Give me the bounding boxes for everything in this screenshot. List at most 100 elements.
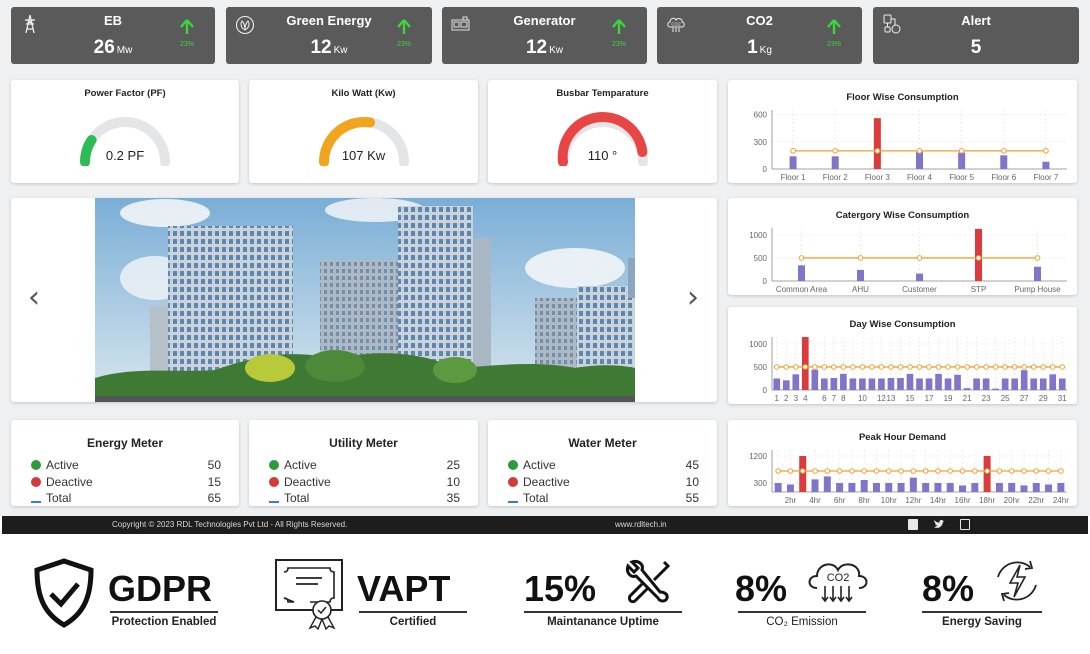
arrow-up-icon [180,19,194,34]
meter-label: Deactive [46,475,93,489]
footer-bar: Copyright © 2023 RDL Technologies Pvt Lt… [2,516,1088,534]
meter-value: 45 [685,458,699,472]
transmission-tower-icon [25,14,35,34]
badge-caption: Energy Saving [942,616,1022,628]
gauge-value: 107 Kw [341,148,386,163]
bar-chart-icon [269,493,279,503]
svg-text:3: 3 [794,394,799,403]
kpi-card-co2[interactable]: CO2 CO2 1 Kg 23% [657,7,862,64]
svg-text:23: 23 [982,394,991,403]
chart-title: Floor Wise Consumption [846,92,959,103]
feature-badges: GDPR Protection Enabled VAPT Certified 1… [0,540,1090,654]
bar-chart-icon [31,493,41,503]
category-wise-chart[interactable]: 0 500 1000 Common Area AHU Customer STP Pump Ho… [728,222,1077,295]
meter-value: 55 [685,491,699,505]
kpi-number: 12 [310,37,332,58]
svg-text:Floor 4: Floor 4 [907,173,932,182]
floor-wise-chart[interactable]: 0 300 600 Floor 1 Floor 2 Floor 3 Floor 4 Floor… [728,104,1077,183]
meter-row-total: Total 55 [508,491,699,506]
kpi-card-alert[interactable]: Alert 5 [873,7,1079,64]
svg-text:4: 4 [803,394,808,403]
meter-value: 65 [207,491,221,505]
gauge-title: Kilo Watt (Kw) [331,88,396,99]
buildings-image [95,198,635,402]
svg-text:12: 12 [877,394,886,403]
divider [922,611,1042,613]
svg-text:CO2: CO2 [671,22,681,27]
meter-row-active: Active 25 [269,458,460,473]
facebook-icon[interactable] [908,519,918,530]
badge-co2-emission: 8% CO2 CO₂ Emission [733,540,883,650]
arrow-up-icon [827,19,841,34]
trend-percent: 23% [396,41,411,48]
svg-text:Floor 6: Floor 6 [991,173,1016,182]
wrench-tools-icon [626,560,671,604]
svg-text:20hr: 20hr [1004,496,1020,505]
svg-text:24hr: 24hr [1053,496,1069,505]
twitter-icon[interactable] [933,519,945,530]
kpi-card-green-energy[interactable]: Green Energy 12 Kw 23% [226,7,432,64]
peak-hour-chart[interactable]: 300 1200 2hr 4hr 6hr 8hr 10hr 12hr 14hr 16hr 18hr 2… [728,444,1077,506]
svg-text:21: 21 [963,394,972,403]
copyright-text: Copyright © 2023 RDL Technologies Pvt Lt… [112,520,348,529]
svg-text:0: 0 [763,277,768,286]
carousel-next-button[interactable]: › [687,280,699,315]
trend-percent: 23% [826,41,841,48]
chart-title: Day Wise Consumption [849,319,956,330]
kpi-card-eb[interactable]: EB 26 Mw 23% [11,7,215,64]
check-circle-icon [508,460,518,470]
meter-row-active: Active 45 [508,458,699,473]
kpi-number: 12 [525,37,548,58]
gauge-power-factor [80,117,170,166]
co2-cloud-icon: CO2 [667,17,685,32]
svg-text:Customer: Customer [902,285,937,294]
carousel-prev-button[interactable]: ‹ [28,280,40,315]
svg-text:4hr: 4hr [809,496,821,505]
badge-caption: CO₂ Emission [766,616,838,628]
meter-row-total: Total 35 [269,491,460,506]
linkedin-icon[interactable] [960,519,970,530]
kpi-card-generator[interactable]: Generator 12 Kw 23% [442,7,647,64]
meter-row-total: Total 65 [31,491,221,506]
svg-text:1: 1 [775,394,780,403]
meter-card-energy: Energy Meter Active 50 Deactive 15 Total 65 [11,420,239,506]
energy-cycle-icon [997,560,1037,602]
svg-text:Floor 5: Floor 5 [949,173,974,182]
trend-percent: 23% [179,41,194,48]
svg-text:31: 31 [1058,394,1067,403]
kpi-unit: Kg [759,45,772,56]
chart-card-floor-wise: Floor Wise Consumption 0 300 600 Floor 1 Flo… [728,80,1077,183]
svg-text:12hr: 12hr [905,496,921,505]
x-circle-icon [508,477,518,487]
svg-text:300: 300 [754,138,768,147]
meter-row-active: Active 50 [31,458,221,473]
svg-text:500: 500 [754,363,768,372]
meter-label: Total [284,491,310,505]
meter-value: 15 [207,475,221,489]
kpi-value: 12 Kw [442,37,647,59]
kpi-number: 26 [93,37,115,58]
svg-text:600: 600 [754,111,768,120]
svg-text:16hr: 16hr [955,496,971,505]
svg-text:10hr: 10hr [881,496,897,505]
website-link[interactable]: www.rdltech.in [615,520,667,529]
leaf-cycle-icon [235,15,255,35]
kpi-unit: Mw [116,45,133,56]
bar-chart-icon [508,493,518,503]
svg-text:25: 25 [1001,394,1010,403]
svg-text:14hr: 14hr [930,496,946,505]
svg-text:7: 7 [832,394,837,403]
svg-text:18hr: 18hr [979,496,995,505]
svg-text:10: 10 [858,394,867,403]
svg-text:Floor 7: Floor 7 [1033,173,1058,182]
kpi-title: Generator [513,13,576,28]
badge-caption: Protection Enabled [111,616,217,628]
kpi-number: 5 [970,37,982,58]
meter-title: Utility Meter [329,436,398,450]
kpi-value: 1 Kg [657,37,862,59]
badge-caption: Maintanance Uptime [547,616,659,628]
divider [359,611,467,613]
gauge-value: 0.2 PF [105,148,145,163]
svg-text:Floor 1: Floor 1 [781,173,806,182]
